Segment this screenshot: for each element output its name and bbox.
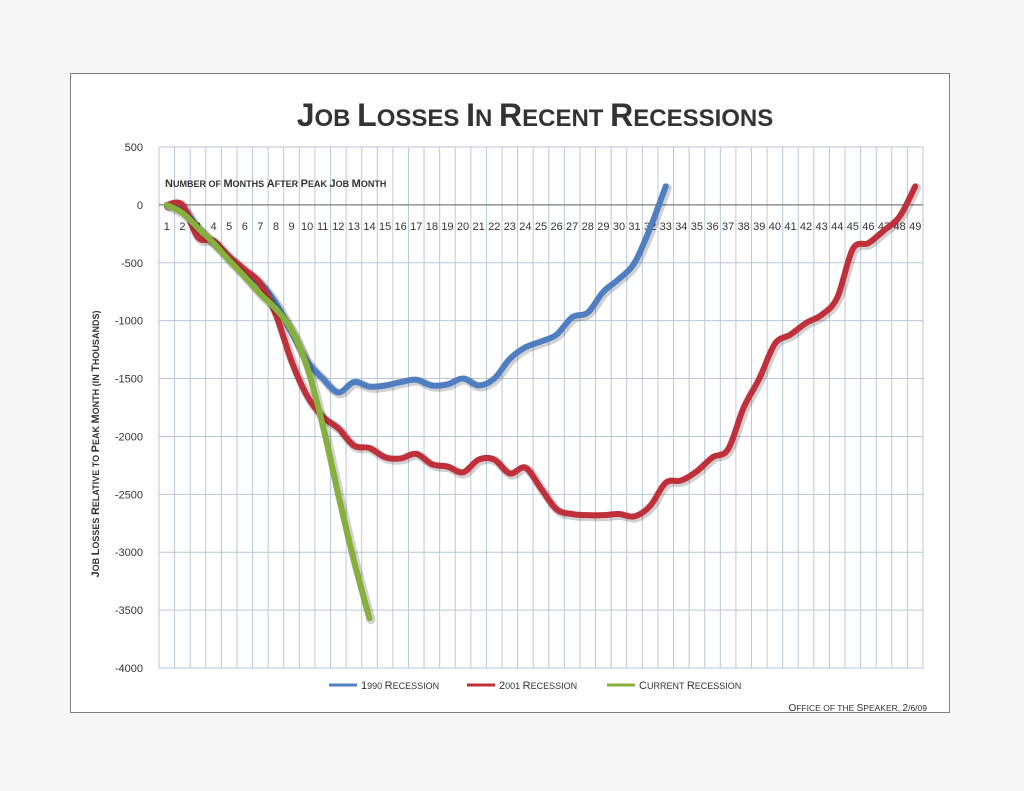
x-tick-label: 22 (488, 221, 500, 233)
x-tick-label: 28 (582, 221, 594, 233)
legend-label: CURRENT RECESSION (639, 680, 741, 692)
legend-label: 1990 RECESSION (361, 680, 439, 692)
x-tick-label: 18 (426, 221, 438, 233)
series-line-shadow (163, 183, 922, 523)
x-tick-label: 30 (613, 221, 625, 233)
x-tick-label: 34 (675, 221, 687, 233)
x-tick-label: 29 (597, 221, 609, 233)
y-tick-label: -2000 (115, 431, 143, 443)
y-tick-label: -1000 (115, 316, 143, 328)
x-tick-label: 4 (211, 221, 217, 233)
x-tick-label: 31 (628, 221, 640, 233)
x-tick-label: 17 (410, 221, 422, 233)
chart-legend: 1990 RECESSION 2001 RECESSION CURRENT RECE… (329, 680, 741, 692)
x-tick-label: 16 (395, 221, 407, 233)
y-tick-label: -1500 (115, 374, 143, 386)
x-tick-label: 25 (535, 221, 547, 233)
x-tick-label: 37 (722, 221, 734, 233)
x-tick-label: 39 (753, 221, 765, 233)
x-tick-label: 14 (363, 221, 375, 233)
y-tick-label: -3500 (115, 605, 143, 617)
x-tick-label: 38 (738, 221, 750, 233)
x-tick-label: 41 (784, 221, 796, 233)
x-tick-label: 44 (831, 221, 843, 233)
x-tick-label: 6 (242, 221, 248, 233)
x-tick-label: 10 (301, 221, 313, 233)
series-line-2001-recession (163, 183, 919, 520)
series-line-shadow (163, 201, 376, 625)
x-tick-label: 9 (288, 221, 294, 233)
source-note: OFFICE OF THE SPEAKER, 2/6/09 (788, 703, 927, 714)
series-layer (163, 183, 922, 625)
x-tick-label: 7 (257, 221, 263, 233)
x-tick-label: 19 (441, 221, 453, 233)
x-tick-label: 1 (164, 221, 170, 233)
chart-svg: 500 0 -500 -1000 -1500 -2000 -2500 -3000 -3500 -4… (90, 97, 927, 714)
y-tick-label: -2500 (115, 489, 143, 501)
series-line-current-recession (163, 201, 373, 622)
x-tick-label: 46 (862, 221, 874, 233)
y-tick-label: 0 (137, 200, 143, 212)
chart-title: JOB LOSSES IN RECENT RECESSIONS (297, 97, 774, 133)
x-tick-label: 8 (273, 221, 279, 233)
x-tick-label: 13 (348, 221, 360, 233)
x-tick-label: 35 (691, 221, 703, 233)
x-tick-label: 33 (660, 221, 672, 233)
series-line-shadow (163, 183, 672, 399)
x-tick-label: 42 (800, 221, 812, 233)
x-tick-label: 12 (332, 221, 344, 233)
axis-layer: 500 0 -500 -1000 -1500 -2000 -2500 -3000 -3500 -4… (115, 142, 924, 675)
x-tick-label: 20 (457, 221, 469, 233)
legend-label: 2001 RECESSION (499, 680, 577, 692)
x-tick-label: 49 (909, 221, 921, 233)
x-tick-label: 11 (317, 221, 328, 233)
x-tick-label: 36 (706, 221, 718, 233)
y-tick-label: -3000 (115, 547, 143, 559)
x-tick-label: 2 (179, 221, 185, 233)
x-tick-label: 40 (769, 221, 781, 233)
x-tick-label: 23 (504, 221, 516, 233)
y-tick-label: 500 (125, 142, 143, 154)
series-line-1990-recession (163, 183, 669, 396)
x-tick-label: 5 (226, 221, 232, 233)
x-tick-label: 45 (847, 221, 859, 233)
x-axis-label: NUMBER OF MONTHS AFTER PEAK JOB MONTH (165, 178, 386, 190)
x-tick-label: 26 (550, 221, 562, 233)
x-tick-label: 21 (473, 221, 485, 233)
chart-frame: 500 0 -500 -1000 -1500 -2000 -2500 -3000 -3500 -4… (70, 73, 950, 714)
y-axis-label: JOB LOSSES RELATIVE TO PEAK MONTH (IN TH… (90, 311, 102, 578)
x-tick-label: 43 (816, 221, 828, 233)
x-tick-label: 27 (566, 221, 578, 233)
x-tick-label: 15 (379, 221, 391, 233)
y-tick-label: -4000 (115, 663, 143, 675)
x-tick-label: 24 (519, 221, 531, 233)
plot-area-border (158, 146, 924, 669)
y-tick-label: -500 (121, 258, 143, 270)
